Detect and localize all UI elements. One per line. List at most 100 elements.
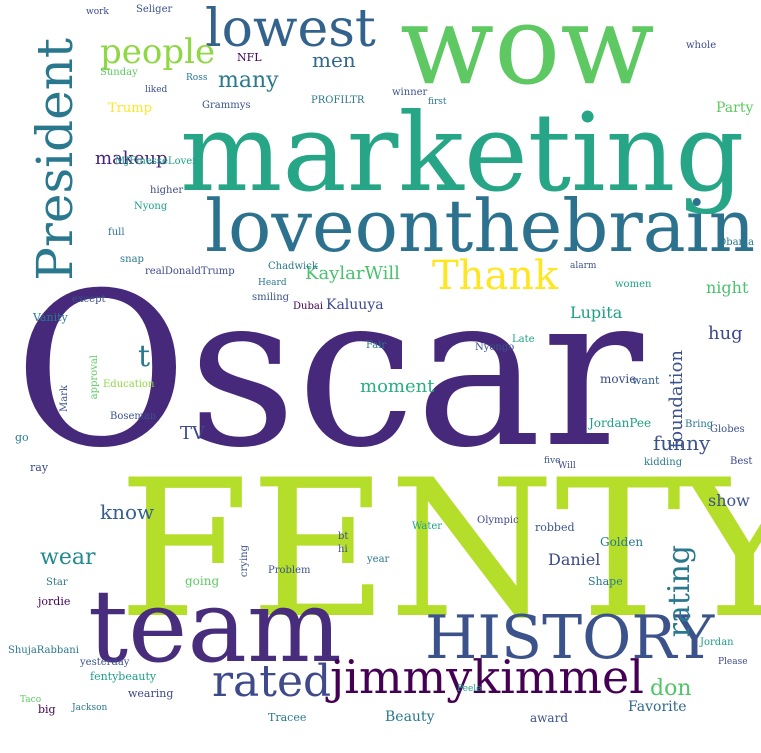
- word: Sunday: [100, 67, 138, 78]
- word: full: [108, 227, 125, 238]
- word: yesterday: [80, 657, 130, 668]
- word: robbed: [535, 521, 575, 534]
- word: Dubai: [293, 301, 324, 312]
- word: JordanPee: [589, 416, 652, 430]
- word: going: [185, 574, 220, 588]
- word: Star: [46, 577, 68, 588]
- word: fentybeauty: [90, 670, 157, 683]
- word: NFL: [237, 51, 262, 64]
- word: want: [632, 374, 660, 387]
- word: Chadwick: [268, 261, 318, 272]
- word: MJFinesseLover: [115, 156, 197, 167]
- word: women: [615, 279, 652, 290]
- word: year: [367, 554, 390, 565]
- word: Globes: [710, 424, 745, 435]
- word: wear: [40, 545, 96, 570]
- word: Mark: [59, 385, 70, 413]
- word: marketing: [180, 91, 745, 216]
- word: Jackson: [72, 703, 108, 713]
- word: KaylarWill: [305, 263, 400, 284]
- word: HISTORY: [425, 603, 715, 673]
- word: Education: [103, 379, 155, 390]
- word: Will: [558, 461, 576, 471]
- word: Heard: [258, 278, 287, 288]
- word: rated: [212, 656, 332, 707]
- word: Kaluuya: [326, 297, 384, 313]
- word: rating: [662, 545, 697, 638]
- word: work: [86, 7, 109, 17]
- word: ray: [30, 461, 49, 474]
- word: snap: [120, 254, 144, 265]
- word: Tracee: [268, 711, 307, 724]
- word: t: [138, 339, 151, 374]
- word: Ross: [186, 73, 208, 83]
- word: Peele: [457, 684, 482, 694]
- word: go: [15, 431, 29, 444]
- word: men: [312, 48, 356, 72]
- word: Daniel: [548, 550, 601, 569]
- word: crying: [239, 545, 250, 578]
- word: Water: [412, 521, 443, 532]
- word: hug: [708, 323, 743, 344]
- word: Oscar: [14, 247, 644, 494]
- word: kidding: [644, 457, 683, 468]
- word: FENTY: [118, 439, 761, 660]
- word: award: [530, 711, 568, 725]
- word: Vanity: [33, 311, 68, 324]
- word: bt: [338, 531, 349, 542]
- word: movie: [600, 372, 637, 386]
- word: wow: [400, 0, 655, 109]
- word: whole: [686, 40, 717, 51]
- word: Favorite: [628, 699, 687, 715]
- word: Thank: [432, 253, 559, 299]
- word: many: [218, 68, 279, 93]
- word: five: [544, 456, 561, 466]
- word: Trump: [108, 101, 152, 116]
- word: higher: [150, 185, 184, 196]
- word: team: [88, 568, 342, 685]
- word: approval: [89, 355, 100, 400]
- word: Seliger: [136, 4, 173, 15]
- word: big: [38, 703, 56, 716]
- word: Lupita: [570, 303, 623, 322]
- word: Nyong: [134, 201, 168, 212]
- word: Shape: [588, 575, 623, 588]
- word: Fair: [366, 340, 387, 351]
- word: alarm: [570, 261, 597, 271]
- word: winner: [392, 87, 428, 98]
- word: Olympic: [477, 515, 519, 526]
- word: ShujaRabbani: [8, 645, 79, 656]
- word: TV: [180, 423, 206, 444]
- word: President: [26, 38, 84, 281]
- word: Please: [718, 657, 748, 667]
- word: loveonthebrain: [205, 184, 756, 268]
- word: makeup: [95, 148, 168, 169]
- word: Party: [716, 100, 754, 116]
- word: PROFILTR: [311, 95, 365, 106]
- word: don: [650, 676, 692, 701]
- word: Bring: [685, 419, 714, 430]
- word: Golden: [600, 535, 644, 549]
- word: know: [100, 500, 155, 524]
- word: people: [100, 32, 216, 72]
- word: liked: [145, 85, 168, 95]
- word: Grammys: [202, 100, 251, 111]
- word: wearing: [128, 687, 174, 700]
- word: Best: [730, 456, 753, 467]
- word: Nyongo: [475, 342, 515, 353]
- word: first: [428, 97, 447, 107]
- word: jordie: [38, 595, 71, 608]
- word: funny: [653, 431, 711, 455]
- word: hi: [338, 544, 348, 555]
- word: Boseman: [110, 411, 157, 422]
- word: night: [706, 278, 749, 297]
- word: jimmykimmel: [330, 650, 644, 704]
- word: Beauty: [385, 709, 435, 725]
- word: Taco: [20, 695, 42, 705]
- word: lowest: [205, 0, 376, 59]
- word: Jordan: [700, 637, 734, 648]
- word: Late: [512, 334, 535, 345]
- word: foundation: [666, 350, 687, 449]
- word: except: [72, 294, 106, 305]
